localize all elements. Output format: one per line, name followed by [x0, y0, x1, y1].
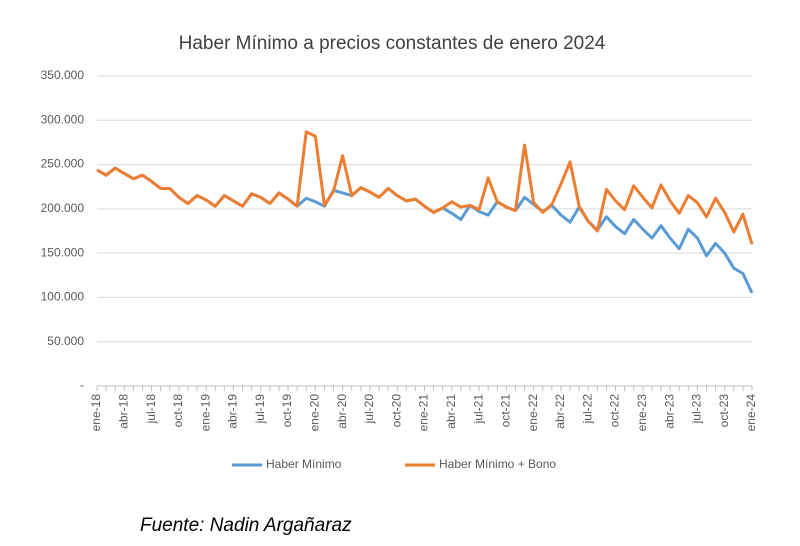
legend-label: Haber Mínimo [266, 457, 342, 471]
x-tick-label: abr-19 [226, 394, 240, 429]
x-tick-label: jul-19 [253, 394, 267, 425]
x-tick-label: ene-23 [635, 394, 649, 432]
x-tick-label: oct-21 [499, 394, 513, 428]
x-tick-label: oct-19 [280, 394, 294, 428]
x-tick-label: ene-20 [308, 394, 322, 432]
x-tick-label: ene-24 [744, 394, 758, 432]
x-tick-label: jul-18 [144, 394, 158, 425]
chart-title: Haber Mínimo a precios constantes de ene… [179, 33, 606, 54]
x-tick-label: ene-18 [89, 394, 103, 432]
x-tick-label: ene-19 [198, 394, 212, 432]
x-tick-label: oct-22 [608, 394, 622, 428]
x-tick-label: ene-22 [526, 394, 540, 432]
y-tick-label: 100.000 [41, 290, 85, 304]
x-tick-label: abr-21 [444, 394, 458, 429]
legend-label: Haber Mínimo + Bono [439, 457, 556, 471]
x-tick-label: jul-20 [362, 394, 376, 425]
x-tick-label: oct-20 [389, 394, 403, 428]
y-tick-label: 150.000 [41, 245, 85, 259]
x-tick-label: abr-23 [662, 394, 676, 429]
x-tick-label: jul-21 [471, 394, 485, 425]
x-tick-label: jul-22 [580, 394, 594, 425]
y-tick-label: - [80, 378, 84, 392]
x-tick-label: jul-23 [690, 394, 704, 425]
y-tick-label: 350.000 [41, 68, 85, 82]
x-tick-label: abr-22 [553, 394, 567, 429]
x-tick-label: oct-23 [717, 394, 731, 428]
y-tick-label: 50.000 [47, 334, 84, 348]
source-note: Fuente: Nadin Argañaraz [140, 515, 352, 536]
x-tick-label: oct-18 [171, 394, 185, 428]
y-tick-label: 300.000 [41, 112, 85, 126]
series-line [96, 130, 754, 245]
y-tick-label: 250.000 [41, 157, 85, 171]
x-tick-label: abr-20 [335, 394, 349, 429]
x-tick-label: ene-21 [417, 394, 431, 432]
y-tick-label: 200.000 [41, 201, 85, 215]
series-line [96, 166, 754, 294]
x-tick-label: abr-18 [116, 394, 130, 429]
